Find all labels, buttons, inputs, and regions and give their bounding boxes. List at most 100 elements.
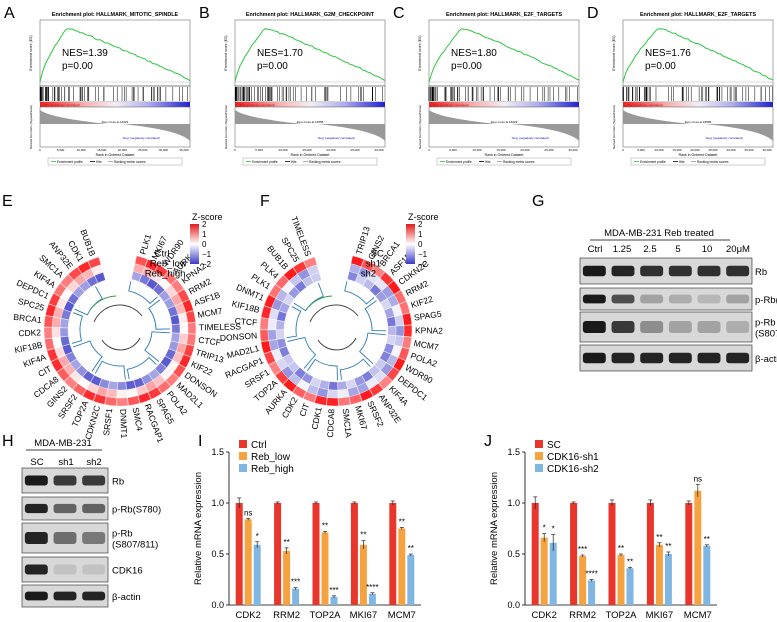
- bar: [664, 554, 672, 605]
- heat-cell: [383, 343, 395, 355]
- gsea-legend: [630, 157, 766, 166]
- zscore-tick: 0: [418, 240, 423, 249]
- heat-cell: [287, 286, 301, 299]
- rank-area: [40, 110, 190, 141]
- dendrogram-green: [305, 295, 333, 311]
- rank-colorbar: [235, 102, 385, 107]
- panel-letter: H: [2, 433, 14, 450]
- p-label: p=0.00: [645, 61, 676, 72]
- legend-swatch: [239, 464, 247, 472]
- gene-label: SMC4: [131, 407, 145, 432]
- x-tick-label: 20,000: [326, 148, 336, 152]
- gene-label: CTCF: [198, 335, 222, 348]
- heat-cell: [375, 290, 388, 303]
- legend-item: Ranking metric scores: [697, 160, 729, 164]
- y-tick-label: 1.0: [507, 498, 520, 508]
- heat-cell: [368, 364, 381, 377]
- bar: [235, 503, 243, 605]
- heat-cell: [337, 380, 348, 391]
- bar: [549, 542, 557, 605]
- y-tick-label: 1.0: [211, 498, 224, 508]
- panel-letter: I: [198, 433, 202, 450]
- gene-label: BRCA1: [13, 312, 43, 325]
- heat-cell: [379, 350, 392, 363]
- bar: [617, 555, 625, 605]
- heat-cell: [309, 376, 322, 388]
- heat-cell: [60, 309, 72, 320]
- gene-label: MCM7: [197, 306, 224, 320]
- p-label: p=0.00: [451, 61, 482, 72]
- rank-ylabel: Ranked list metric (Signal2Noise): [612, 105, 616, 149]
- blot-band: [582, 352, 606, 364]
- gsea-panel-a: A Enrichment plot: HALLMARK_MITOTIC_SPIND…: [4, 5, 191, 166]
- heat-cell: [43, 315, 54, 328]
- gene-label: TIMELESS: [199, 321, 242, 332]
- dendrogram-green: [89, 295, 117, 311]
- legend-swatch: [535, 440, 543, 448]
- x-tick-label: RRM2: [273, 610, 300, 621]
- blot-band: [611, 294, 635, 304]
- x-tick-label: 15,000: [97, 148, 107, 152]
- heat-cell: [107, 380, 118, 391]
- panel-letter: D: [587, 5, 599, 22]
- bar: [274, 503, 282, 605]
- gsea-title: Enrichment plot: HALLMARK_MITOTIC_SPINDL…: [52, 12, 179, 18]
- bar: [646, 503, 654, 605]
- heat-cell: [90, 375, 102, 387]
- pos-label: 'Pos' (positively correlated): [433, 103, 469, 107]
- heat-cell: [167, 305, 179, 317]
- heat-cell: [133, 377, 145, 389]
- heat-cell: [72, 286, 85, 299]
- x-tick-label: 0: [39, 148, 41, 152]
- legend-item: Hits: [96, 160, 102, 164]
- gene-label: CDK1: [309, 406, 324, 431]
- blot-strip: [579, 287, 753, 311]
- x-tick-label: TOP2A: [606, 610, 638, 621]
- zscore-colorbar: [190, 224, 199, 264]
- panel-letter: F: [260, 193, 270, 210]
- heat-cell: [116, 389, 128, 399]
- gsea-xlabel: Rank in Ordered Dataset: [485, 153, 524, 157]
- heat-cell: [328, 381, 338, 391]
- x-tick-label: 35,000: [179, 148, 189, 152]
- pos-label: 'Pos' (positively correlated): [239, 103, 275, 107]
- rank-colorbar: [40, 102, 190, 107]
- gene-label: KIF18B: [231, 298, 261, 315]
- heat-cell: [275, 320, 285, 330]
- heat-cell: [353, 375, 366, 387]
- heat-cell: [369, 284, 382, 297]
- significance-label: ***: [578, 545, 587, 554]
- y-axis-label: Relative mRNA expression: [489, 472, 500, 585]
- heat-cell: [154, 362, 167, 375]
- heat-cell: [82, 370, 95, 383]
- ring-label: sh1: [366, 258, 381, 269]
- legend-swatch: [239, 440, 247, 448]
- dendrogram-core: [93, 304, 143, 351]
- pos-label: 'Pos' (positively correlated): [44, 103, 80, 107]
- gene-label: KIF22: [410, 294, 435, 310]
- y-tick-label: 0.5: [507, 549, 520, 559]
- rank-area: [623, 110, 773, 141]
- bar: [570, 503, 578, 605]
- rank-ylabel: Ranked list metric (Signal2Noise): [224, 105, 228, 149]
- legend-label: CDK16-sh1: [547, 452, 599, 463]
- legend-item: Hits: [485, 160, 491, 164]
- circular-heatmap-e: EPLK1MKI67WDR90AURKAKPNA2RRM2ASF1BMCM7TI…: [2, 193, 241, 444]
- blot-band: [24, 532, 48, 544]
- gsea-xlabel: Rank in Ordered Dataset: [96, 153, 135, 157]
- blot-band: [668, 321, 692, 333]
- blot-band: [611, 265, 635, 277]
- zscore-tick: −2: [418, 260, 428, 269]
- gsea-legend: [242, 157, 378, 166]
- y-tick-label: 0.0: [211, 600, 224, 610]
- legend-item: Enrichment profile: [252, 160, 278, 164]
- row-label: Rb: [755, 267, 767, 278]
- significance-label: ****: [366, 583, 378, 592]
- blot-band: [53, 591, 77, 601]
- legend-item: Enrichment profile: [446, 160, 472, 164]
- lane-label: sh1: [58, 457, 73, 468]
- blot-strip: [579, 257, 753, 285]
- heat-cell: [59, 327, 69, 338]
- legend-label: CDK16-sh2: [547, 464, 599, 475]
